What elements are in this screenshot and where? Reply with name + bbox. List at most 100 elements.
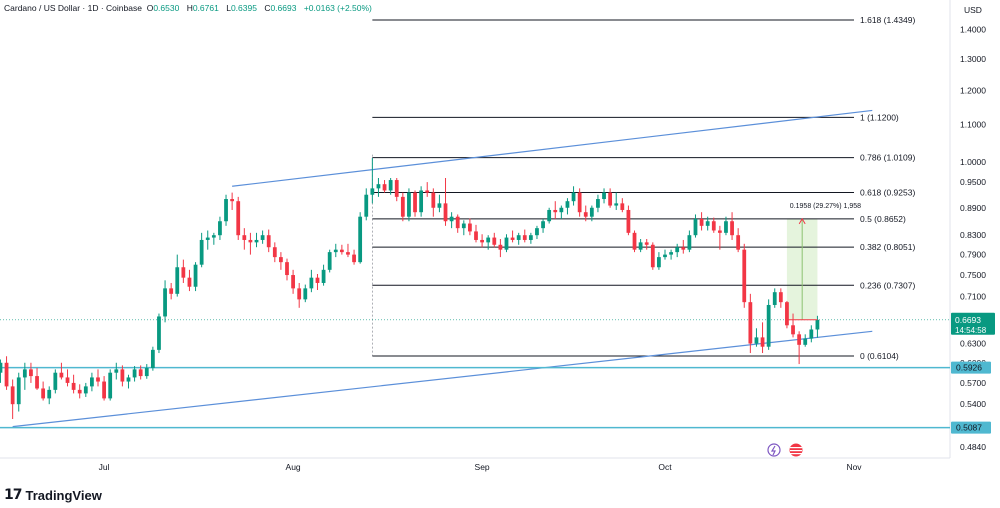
candle <box>346 243 350 258</box>
candle <box>791 313 795 338</box>
candle-body <box>59 372 64 378</box>
candle-body <box>242 235 247 240</box>
high-label: H <box>186 3 193 13</box>
candle <box>144 364 149 379</box>
candle <box>559 205 564 219</box>
candle-body <box>602 192 606 200</box>
candle <box>443 177 448 226</box>
upper-trendline <box>232 109 873 187</box>
candle <box>650 242 655 270</box>
candle <box>285 258 289 281</box>
candle <box>126 374 131 389</box>
candle <box>65 369 70 387</box>
close-value: 0.6693 <box>270 3 297 13</box>
candle-body <box>10 386 15 405</box>
candle <box>248 232 253 255</box>
y-tick-label: 0.8900 <box>960 203 986 213</box>
candle <box>169 282 174 300</box>
candle <box>626 205 631 236</box>
candle <box>150 346 155 371</box>
candle-body <box>724 221 728 233</box>
candle-body <box>272 247 277 258</box>
candle <box>565 198 570 215</box>
candle-body <box>77 389 82 394</box>
candle-body <box>138 369 143 377</box>
candle-body <box>632 232 637 250</box>
candle-body <box>614 203 619 206</box>
candle-body <box>693 218 698 236</box>
candle <box>47 386 52 405</box>
candle <box>303 284 308 303</box>
currency-label[interactable]: USD <box>964 5 982 15</box>
candle-body <box>224 199 228 222</box>
candle <box>730 212 734 240</box>
candle-body <box>583 212 588 217</box>
candle <box>10 379 15 420</box>
candle-body <box>126 377 131 382</box>
candle <box>419 186 424 217</box>
candle <box>114 362 119 380</box>
tradingview-logo[interactable]: 17 TradingView <box>4 487 102 503</box>
high-value: 0.6761 <box>192 3 219 13</box>
lower-trendline <box>12 330 873 428</box>
candle <box>675 243 680 258</box>
candle-body <box>468 223 472 232</box>
candle <box>218 216 222 240</box>
y-tick-label: 1.0000 <box>960 157 986 167</box>
candle-body <box>541 221 545 229</box>
candle <box>535 225 539 240</box>
candle-body <box>669 252 673 255</box>
candle <box>352 249 356 265</box>
candle-body <box>108 372 113 399</box>
symbol-title[interactable]: Cardano / US Dollar · 1D · Coinbase <box>4 3 142 13</box>
candle <box>199 232 204 268</box>
candle-body <box>4 362 9 387</box>
candle-body <box>504 237 509 250</box>
candle <box>669 249 673 260</box>
candle-body <box>553 209 558 213</box>
candle-body <box>498 244 503 250</box>
candle <box>620 198 625 213</box>
y-tick-label: 0.7100 <box>960 292 986 302</box>
candle <box>748 293 753 354</box>
candle-body <box>346 252 350 255</box>
y-tick-label: 1.2000 <box>960 85 986 95</box>
candle <box>583 205 588 222</box>
candle-body <box>711 221 716 231</box>
candle <box>224 194 228 226</box>
candle <box>516 232 521 245</box>
tradingview-name: TradingView <box>25 487 102 503</box>
close-label: C <box>264 3 271 13</box>
candle-body <box>41 388 46 399</box>
candle-body <box>102 381 106 399</box>
candle-body <box>394 180 399 197</box>
candle-body <box>522 235 527 240</box>
measure-label: 0.1958 (29.27%) 1,958 <box>790 203 861 210</box>
candle <box>327 249 332 273</box>
candle <box>766 299 771 350</box>
candle <box>717 225 722 250</box>
candle-body <box>279 257 283 263</box>
candle-body <box>321 269 326 283</box>
candle <box>760 322 765 354</box>
x-tick-label: Aug <box>286 462 301 472</box>
candle-body <box>211 235 216 238</box>
candle <box>16 372 21 412</box>
candle <box>407 188 411 222</box>
candle <box>522 229 527 243</box>
candle <box>486 235 491 250</box>
candle <box>553 201 558 219</box>
y-tick-label: 0.7500 <box>960 270 986 280</box>
low-value: 0.6395 <box>230 3 257 13</box>
candle-body <box>16 377 21 405</box>
candle <box>632 230 637 253</box>
candle <box>0 359 3 383</box>
candle-body <box>157 316 161 350</box>
y-tick-label: 0.5700 <box>960 378 986 388</box>
candle-body <box>260 235 265 240</box>
candle-body <box>736 235 741 250</box>
candle-body <box>535 228 539 236</box>
candle-body <box>748 302 753 344</box>
candle-body <box>358 216 363 263</box>
